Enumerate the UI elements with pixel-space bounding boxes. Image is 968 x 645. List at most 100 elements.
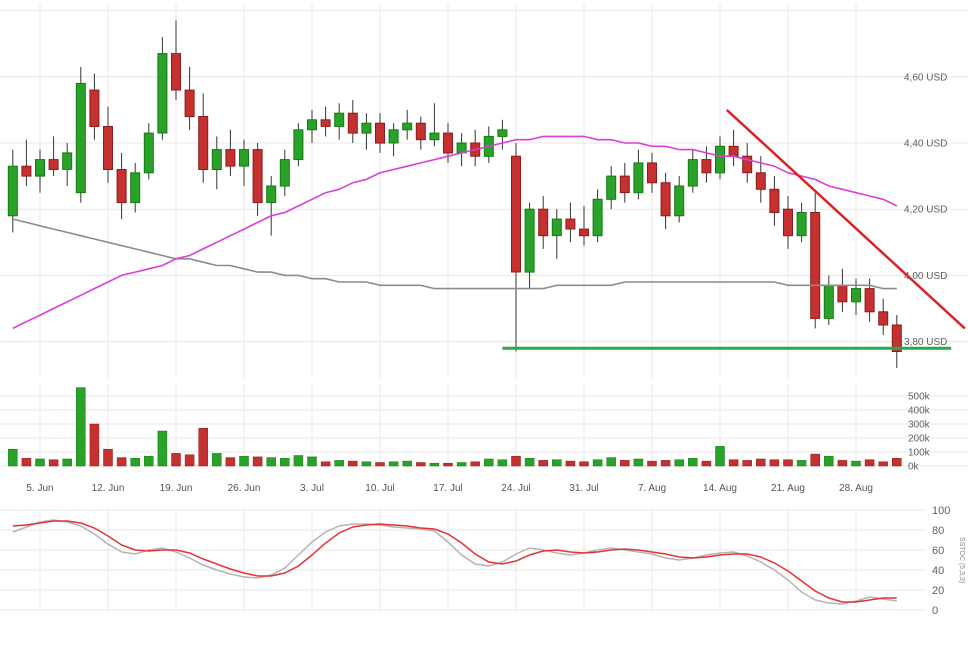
volume-bar (524, 458, 535, 467)
candle-body (293, 129, 304, 161)
volume-bar (239, 455, 249, 467)
volume-bar (429, 462, 440, 467)
candle-body (851, 288, 861, 303)
candle-body (701, 159, 712, 174)
volume-bar (824, 455, 834, 467)
stochastic-panel: 100 80 60 40 20 0 SSTOC (5,3,3) (0, 505, 965, 617)
stoch-axis-label: 60 (932, 545, 944, 557)
candle-body (511, 155, 521, 273)
volume-bar (470, 461, 480, 467)
candle-body (130, 172, 141, 204)
volume-bar (606, 457, 616, 467)
volume-bar (592, 459, 603, 467)
volume-axis-label: 200k (908, 434, 931, 445)
candle-body (769, 188, 780, 214)
candle-body (497, 129, 508, 137)
volume-bar (171, 453, 181, 467)
volume-bar (402, 460, 412, 467)
candle-body (633, 162, 644, 194)
volume-bar (320, 461, 331, 467)
volume-bar (892, 458, 902, 467)
candle-body (184, 89, 195, 118)
candle-body (579, 228, 589, 237)
volume-bar (76, 387, 86, 467)
price-axis-label: 4,60 USD (904, 72, 947, 83)
candle-body (783, 208, 793, 237)
trend-line (725, 108, 966, 330)
volume-bar (225, 457, 236, 467)
volume-bar (552, 459, 562, 467)
date-axis-label: 5. Jun (26, 483, 54, 494)
candle-body (415, 122, 426, 141)
candle-body (21, 165, 32, 177)
volume-bar (103, 448, 113, 467)
volume-bar (633, 458, 644, 467)
candle-body (375, 122, 385, 144)
candle-body (143, 132, 154, 174)
volume-bar (62, 458, 72, 467)
volume-bar (361, 461, 372, 467)
volume-bar (728, 459, 739, 467)
candle-body (266, 185, 277, 203)
date-axis-label: 26. Jun (227, 483, 261, 494)
volume-bar (756, 458, 766, 467)
candle-body (279, 159, 290, 187)
volume-bar (21, 458, 32, 467)
volume-bar (620, 460, 630, 467)
volume-bar (565, 460, 576, 467)
candle-body (7, 165, 18, 217)
volume-bar (8, 448, 18, 467)
candle-body (619, 175, 630, 194)
volume-bar (212, 453, 222, 467)
volume-bar (293, 455, 304, 467)
candle-body (89, 89, 100, 127)
volume-axis-label: 400k (908, 406, 931, 417)
candle-body (864, 288, 875, 313)
date-axis-label: 12. Jun (91, 483, 125, 494)
date-axis-label: 24. Jul (501, 483, 531, 494)
candle-body (823, 284, 834, 319)
volume-bar (769, 459, 780, 467)
date-axis-label: 17. Jul (433, 483, 463, 494)
candle-body (75, 82, 86, 194)
volume-bar (266, 457, 276, 467)
candle-body (320, 119, 331, 127)
date-axis-label: 19. Jun (159, 483, 193, 494)
volume-bar (375, 462, 385, 467)
candle-body (524, 208, 535, 273)
date-axis: 5. Jun 12. Jun 19. Jun 26. Jun 3. Jul 10. Jul… (0, 480, 968, 500)
candle-body (687, 159, 698, 187)
volume-bar (48, 459, 59, 467)
volume-bar (579, 461, 589, 467)
candle-body (157, 53, 168, 134)
candle-body (837, 284, 848, 303)
candle-body (171, 53, 181, 91)
volume-bar (116, 457, 127, 467)
stoch-d-line (12, 520, 897, 603)
candle-body (728, 145, 739, 157)
stoch-axis-label: 100 (932, 505, 950, 517)
candle-body (742, 155, 753, 174)
volume-bar (810, 453, 820, 467)
candle-body (48, 159, 59, 171)
stoch-axis-label: 40 (932, 565, 944, 577)
candle-body (402, 122, 413, 131)
volume-bar (837, 460, 848, 467)
candle-body (35, 159, 45, 177)
candle-body (103, 126, 113, 170)
volume-bar (688, 458, 698, 467)
volume-bar (878, 461, 888, 467)
date-axis-label: 3. Jul (300, 483, 324, 494)
volume-bar (89, 423, 100, 467)
volume-bar (198, 427, 208, 467)
volume-bar (660, 460, 671, 467)
candle-body (429, 132, 440, 141)
volume-bar (497, 459, 508, 467)
candle-body (307, 119, 317, 131)
candle-body (755, 172, 766, 190)
stoch-axis-label: 80 (932, 525, 944, 537)
ma-slow-line (12, 218, 897, 290)
candle-body (361, 122, 372, 134)
price-axis-label: 3,80 USD (904, 337, 947, 348)
